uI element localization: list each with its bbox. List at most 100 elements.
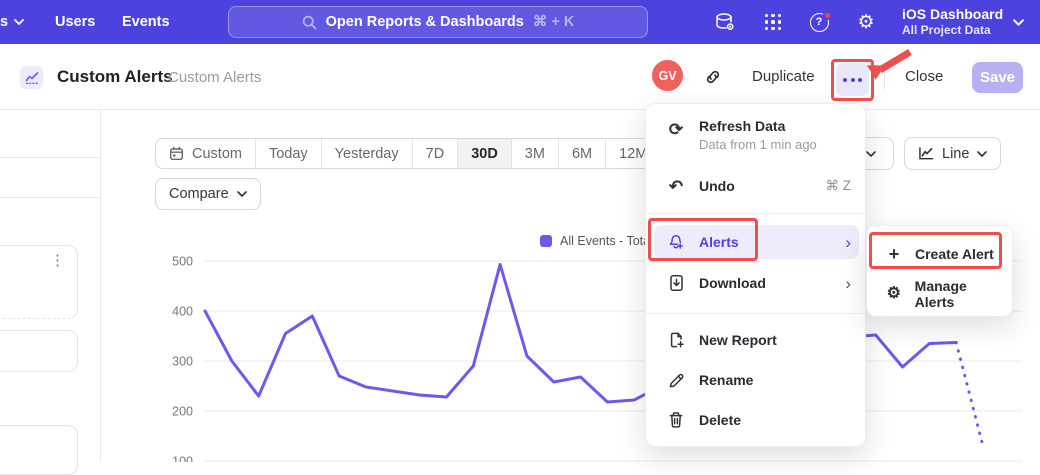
calendar-icon (169, 146, 184, 161)
duplicate-button[interactable]: Duplicate (752, 68, 815, 85)
download-icon (666, 274, 686, 292)
sidebar-separator (0, 157, 100, 158)
svg-text:300: 300 (172, 355, 193, 369)
question-mark-icon: ? (809, 10, 832, 32)
range-yesterday[interactable]: Yesterday (320, 139, 412, 168)
close-button[interactable]: Close (905, 68, 944, 85)
report-type-icon (20, 66, 43, 89)
link-icon (706, 70, 720, 84)
range-30d[interactable]: 30D (457, 139, 511, 168)
range-custom-label: Custom (192, 145, 242, 162)
chevron-right-icon: › (845, 273, 851, 293)
manage-alerts-label: Manage Alerts (914, 278, 967, 310)
range-12m[interactable]: 12M (605, 139, 660, 168)
alerts-submenu: + Create Alert ⚙ Manage Alerts (866, 225, 1013, 317)
more-options-icon (843, 77, 847, 82)
legend-item[interactable]: All Events - Total (540, 234, 653, 248)
help-icon[interactable]: ? (806, 0, 832, 44)
download-label: Download (699, 275, 766, 291)
undo-icon: ↶ (668, 176, 684, 196)
chevron-down-icon (1013, 18, 1025, 26)
nav-item-events[interactable]: Events (122, 0, 170, 44)
menu-item-alerts[interactable]: Alerts › (654, 225, 859, 259)
trash-icon (666, 411, 686, 429)
rename-label: Rename (699, 372, 754, 388)
new-report-icon (666, 331, 686, 349)
settings-icon[interactable]: ⚙ (853, 0, 879, 44)
chevron-down-icon (977, 150, 988, 157)
menu-divider (646, 213, 867, 214)
menu-item-rename[interactable]: Rename (654, 360, 859, 400)
range-today[interactable]: Today (254, 139, 321, 168)
alert-bell-icon (666, 233, 686, 251)
pencil-icon (666, 372, 686, 389)
date-range-control: Custom Today Yesterday 7D 30D 3M 6M 12M (155, 138, 662, 169)
chart-type-dropdown[interactable]: Line (904, 137, 1002, 170)
line-chart-icon (919, 146, 934, 159)
data-management-icon[interactable] (712, 0, 738, 44)
nav-item-users[interactable]: Users (55, 0, 95, 44)
avatar[interactable]: GV (652, 60, 683, 91)
nav-events-label: Events (122, 14, 170, 30)
svg-text:200: 200 (172, 405, 193, 419)
gear-icon: ⚙ (857, 11, 875, 33)
sidebar-separator (0, 197, 100, 198)
chevron-down-icon (866, 150, 876, 157)
chevron-down-icon (14, 19, 24, 25)
nav-item-partial-label: s (0, 14, 9, 30)
range-7d[interactable]: 7D (411, 139, 458, 168)
nav-item-partial[interactable]: s (0, 0, 24, 44)
share-link-button[interactable] (700, 64, 726, 90)
menu-item-refresh-data[interactable]: ⟳ Refresh Data Data from 1 min ago (654, 114, 859, 162)
database-icon (716, 12, 734, 30)
refresh-subtitle: Data from 1 min ago (699, 137, 817, 152)
submenu-item-manage-alerts[interactable]: ⚙ Manage Alerts (873, 276, 1008, 312)
top-nav: s Users Events Open Reports & Dashboards… (0, 0, 1040, 44)
apps-grid-icon[interactable] (760, 0, 786, 44)
project-name: iOS Dashboard (902, 5, 1004, 22)
chevron-right-icon: › (845, 232, 851, 252)
report-header: Custom Alerts Custom Alerts GV Duplicate… (0, 44, 1040, 110)
svg-text:400: 400 (172, 305, 193, 319)
menu-item-undo[interactable]: ↶ Undo ⌘ Z (654, 166, 859, 206)
gear-icon: ⚙ (886, 285, 901, 302)
line-chart-icon (25, 71, 38, 84)
submenu-item-create-alert[interactable]: + Create Alert (873, 236, 1008, 272)
breadcrumb: Custom Alerts (168, 69, 262, 86)
search-icon (302, 15, 316, 29)
menu-item-delete[interactable]: Delete (654, 400, 859, 440)
search-shortcut: ⌘ + K (532, 14, 575, 30)
query-card[interactable] (0, 245, 78, 319)
compare-button[interactable]: Compare (155, 178, 261, 210)
refresh-icon: ⟳ (668, 120, 684, 139)
project-selector[interactable]: iOS Dashboard All Project Data (902, 0, 1025, 44)
kebab-menu-icon[interactable]: ⋮ (50, 252, 65, 269)
grid-dots (764, 13, 782, 31)
svg-text:500: 500 (172, 255, 193, 269)
legend-label: All Events - Total (560, 234, 653, 248)
chevron-down-icon (236, 191, 247, 197)
notification-badge (822, 10, 832, 20)
search-placeholder: Open Reports & Dashboards (325, 14, 524, 30)
new-report-label: New Report (699, 332, 777, 348)
menu-item-new-report[interactable]: New Report (654, 320, 859, 360)
create-alert-label: Create Alert (915, 246, 994, 262)
query-card[interactable] (0, 425, 78, 475)
delete-label: Delete (699, 412, 742, 428)
project-scope: All Project Data (902, 23, 991, 38)
query-card[interactable] (0, 330, 78, 372)
plus-icon: + (888, 244, 900, 264)
menu-divider (646, 313, 867, 314)
menu-item-download[interactable]: Download › (654, 263, 859, 303)
search-input[interactable]: Open Reports & Dashboards ⌘ + K (228, 6, 648, 38)
undo-label: Undo (699, 178, 735, 194)
chart-type-label: Line (942, 145, 970, 162)
refresh-label: Refresh Data (699, 118, 786, 134)
nav-users-label: Users (55, 14, 96, 30)
range-3m[interactable]: 3M (510, 139, 558, 168)
save-button[interactable]: Save (972, 62, 1023, 93)
compare-label: Compare (169, 186, 229, 202)
range-custom[interactable]: Custom (156, 139, 255, 168)
range-6m[interactable]: 6M (557, 139, 605, 168)
more-options-button[interactable] (836, 63, 869, 96)
